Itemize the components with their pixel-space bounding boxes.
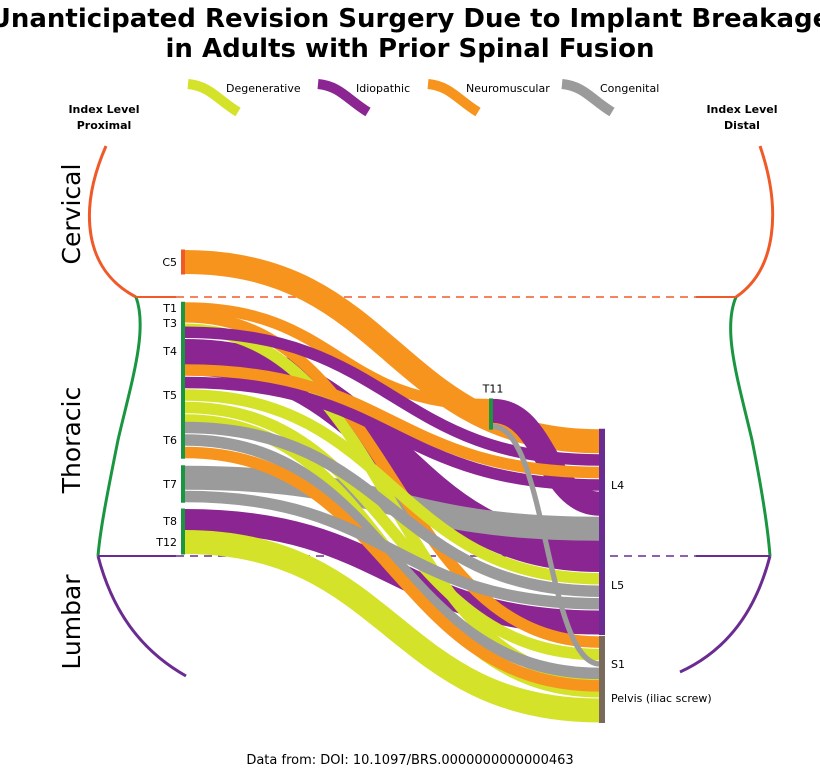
node-label-t7: T7 xyxy=(162,478,177,491)
flow-T5-to-S1-degen xyxy=(184,401,601,661)
proximal-spine-axis xyxy=(88,145,187,678)
flow-T5-to-L5-degen xyxy=(184,389,601,585)
node-bar-pelvis xyxy=(599,673,605,723)
legend-swatch-idio xyxy=(317,79,371,117)
node-label-t3: T3 xyxy=(162,317,177,330)
legend-swatch-neuro xyxy=(427,79,481,117)
legend-swatch-cong xyxy=(561,79,615,117)
chart-title-line-2: in Adults with Prior Spinal Fusion xyxy=(165,34,654,64)
legend-label-cong: Congenital xyxy=(600,82,659,95)
node-bar-l4 xyxy=(599,428,605,542)
axis-titles: Index Level Proximal Index Level Distal xyxy=(68,103,777,132)
distal-axis-title-line-2: Distal xyxy=(724,119,760,132)
legend-label-idio: Idiopathic xyxy=(356,82,410,95)
node-label-s1: S1 xyxy=(611,658,625,671)
node-bar-t3 xyxy=(181,310,185,336)
node-bar-t11 xyxy=(489,398,493,430)
node-bar-t7 xyxy=(181,465,185,503)
level-nodes xyxy=(181,249,605,723)
node-label-t4: T4 xyxy=(162,345,177,358)
distal-thoracic-curve xyxy=(729,296,772,557)
legend-swatch-degen xyxy=(187,79,241,117)
legend-label-degen: Degenerative xyxy=(226,82,301,95)
node-bar-l5 xyxy=(599,535,605,635)
node-label-t1: T1 xyxy=(162,302,177,315)
chart-title-line-1: Unanticipated Revision Surgery Due to Im… xyxy=(0,4,820,34)
node-label-l5: L5 xyxy=(611,579,624,592)
node-label-t8: T8 xyxy=(162,515,177,528)
node-label-t6: T6 xyxy=(162,434,177,447)
flow-T5-to-L4-idio xyxy=(184,376,601,491)
proximal-lumbar-curve xyxy=(96,555,187,678)
flow-T1-to-T11-neuro xyxy=(184,302,490,411)
flow-T12-to-Pelvis-degen xyxy=(184,530,601,723)
node-label-c5: C5 xyxy=(162,256,177,269)
flow-T6-to-S1-neuro xyxy=(184,446,601,692)
node-label-t11: T11 xyxy=(482,382,504,395)
region-labels: Cervical Thoracic Lumbar xyxy=(57,164,86,670)
legend: Degenerative Idiopathic Neuromuscular Conge… xyxy=(187,79,659,117)
flow-T6-to-S1-cong xyxy=(184,434,601,680)
node-bar-t4 xyxy=(181,326,185,376)
level-labels: C5 T1 T3 T4 T5 T6 T7 T8 T12 T11 L4 L5 S1 Pelvis (ilia… xyxy=(155,256,711,705)
proximal-axis-title-line-2: Proximal xyxy=(77,119,132,132)
flow-ribbons xyxy=(184,250,602,723)
region-label-thoracic: Thoracic xyxy=(57,387,86,494)
node-bar-c5 xyxy=(181,249,185,275)
node-label-l4: L4 xyxy=(611,479,624,492)
distal-axis-title-line-1: Index Level xyxy=(706,103,777,116)
flow-T6-to-L5-cong xyxy=(184,421,601,597)
node-bar-t8 xyxy=(181,508,185,534)
node-label-t12: T12 xyxy=(155,536,177,549)
source-note: Data from: DOI: 10.1097/BRS.000000000000… xyxy=(246,753,573,768)
node-bar-t12 xyxy=(181,529,185,555)
node-bar-t1 xyxy=(181,301,185,315)
node-label-t5: T5 xyxy=(162,389,177,402)
node-bar-s1 xyxy=(599,635,605,693)
proximal-thoracic-curve xyxy=(96,296,142,557)
distal-cervical-curve xyxy=(735,145,775,299)
node-bar-t5 xyxy=(181,363,185,427)
proximal-axis-title-line-1: Index Level xyxy=(68,103,139,116)
node-bar-t6 xyxy=(181,421,185,459)
region-label-lumbar: Lumbar xyxy=(57,574,86,670)
flow-T11-to-S1-cong xyxy=(492,423,601,667)
distal-spine-axis xyxy=(679,145,775,674)
region-label-cervical: Cervical xyxy=(57,164,86,265)
flow-T7-to-L5-cong xyxy=(184,490,601,610)
proximal-cervical-curve xyxy=(88,145,137,299)
node-label-pelvis: Pelvis (iliac screw) xyxy=(611,692,712,705)
distal-lumbar-curve xyxy=(679,555,772,674)
legend-label-neuro: Neuromuscular xyxy=(466,82,550,95)
chart-title: Unanticipated Revision Surgery Due to Im… xyxy=(0,4,820,64)
flow-T4-to-L5-idio xyxy=(184,339,601,572)
flow-T4-to-L4-idio xyxy=(184,326,601,466)
